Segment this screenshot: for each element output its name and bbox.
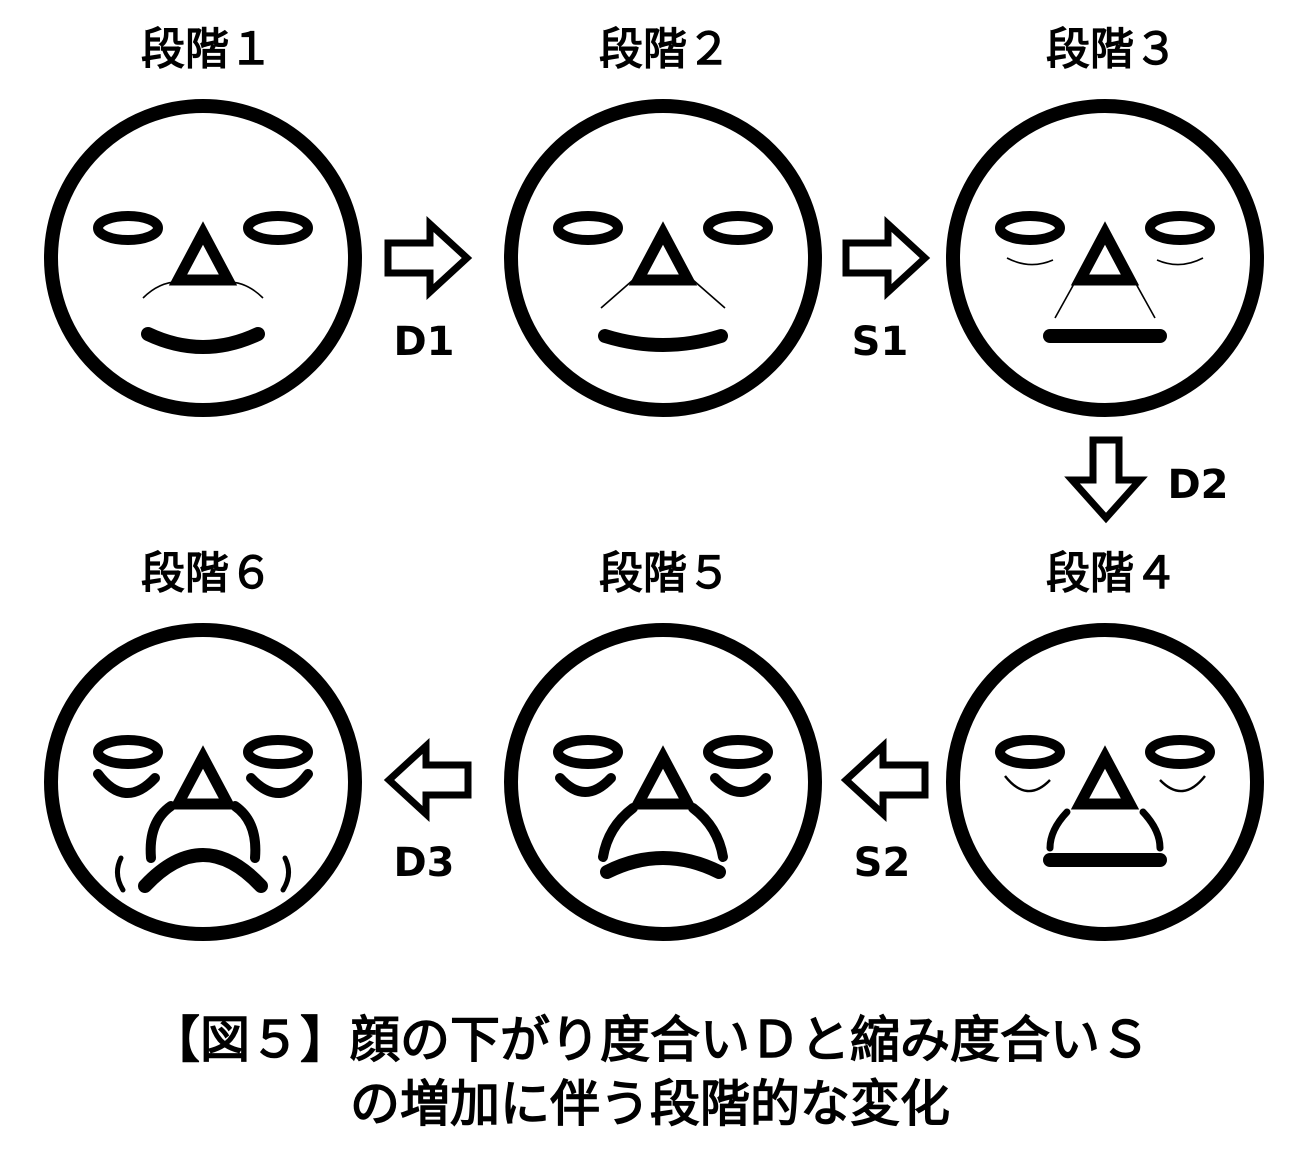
stage-1-label: 段階１ (141, 24, 273, 75)
arrow-left-icon (840, 738, 929, 822)
arrow-right-icon (384, 216, 473, 300)
stage-5-face (511, 630, 815, 934)
stage-6-face (51, 630, 355, 934)
arrow-d3-label: D3 (393, 840, 454, 886)
arrow-down-icon (1064, 436, 1148, 524)
arrow-right-icon (842, 216, 931, 300)
stage-6-label: 段階６ (141, 548, 273, 599)
stage-3-label: 段階３ (1046, 24, 1178, 75)
stage-1-face (51, 106, 355, 410)
stage-2-face (511, 106, 815, 410)
stage-2-label: 段階２ (599, 24, 731, 75)
figure-caption-line-2: の増加に伴う段階的な変化 (350, 1075, 950, 1133)
arrow-s2-label: S2 (854, 840, 911, 886)
arrow-d1-label: D1 (393, 319, 454, 365)
arrow-s1-label: S1 (852, 319, 909, 365)
stage-4-label: 段階４ (1046, 548, 1178, 599)
arrow-d2-label: D2 (1167, 462, 1228, 508)
stage-3-face (953, 106, 1257, 410)
figure-caption-line-1: 【図５】顔の下がり度合いＤと縮み度合いＳ (150, 1011, 1150, 1069)
arrow-left-icon (383, 738, 472, 822)
stage-5-label: 段階５ (599, 548, 731, 599)
face-stage-diagram: 段階１ 段階２ 段階３ 段階４ 段階５ 段階６ (0, 24, 1300, 1000)
stage-4-face (953, 630, 1257, 934)
